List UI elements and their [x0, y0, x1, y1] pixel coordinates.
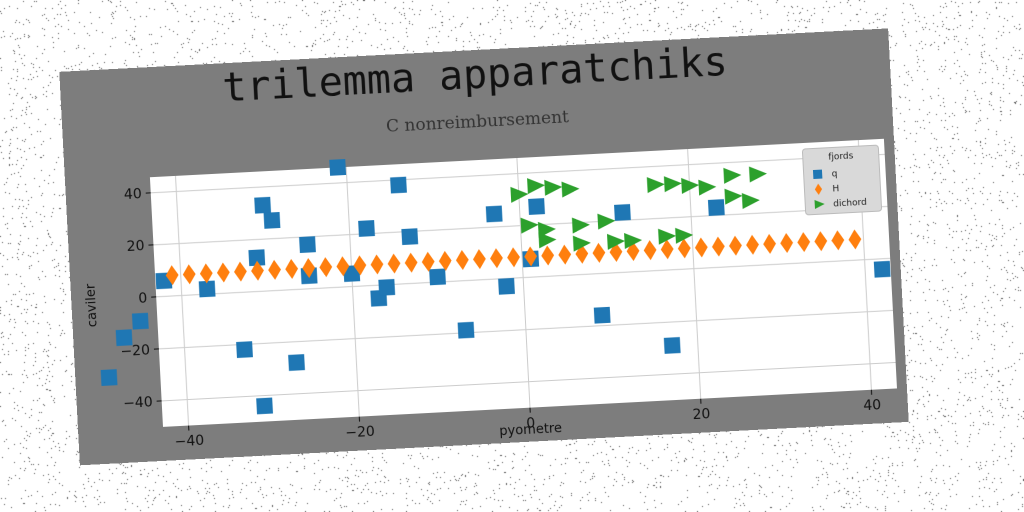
q-data-point [708, 199, 725, 216]
q-data-point [614, 204, 631, 221]
x-tick-label: −20 [345, 424, 375, 442]
q-data-point [116, 329, 133, 346]
q-data-point [329, 159, 346, 176]
legend-label-dichord: dichord [833, 198, 867, 210]
x-axis-label: pyometre [499, 421, 562, 439]
q-data-point [288, 354, 305, 371]
q-data-point [132, 313, 149, 330]
q-data-point [101, 369, 118, 386]
y-tick-label: 20 [126, 238, 145, 255]
q-data-point [358, 220, 375, 237]
x-tick-label: 40 [863, 397, 882, 414]
q-data-point [390, 177, 407, 194]
q-data-point [528, 198, 545, 215]
y-tick-label: −40 [123, 394, 153, 412]
y-tick-label: 40 [124, 186, 143, 203]
chart-figure: trilemma apparatchiks C nonreimbursement… [59, 28, 908, 465]
x-tick-label: −40 [174, 433, 204, 451]
legend-marker-q [813, 170, 822, 179]
q-data-point [264, 212, 281, 229]
q-data-point [498, 278, 515, 295]
q-data-point [256, 398, 273, 415]
legend-label-H: H [832, 184, 839, 194]
q-data-point [401, 228, 418, 245]
q-data-point [199, 281, 216, 298]
legend-label-q: q [831, 169, 837, 179]
q-data-point [458, 322, 475, 339]
y-tick-label: 0 [138, 290, 148, 306]
q-data-point [236, 341, 253, 358]
q-data-point [874, 261, 891, 278]
x-tick-label: 20 [692, 406, 711, 423]
q-data-point [664, 337, 681, 354]
q-data-point [594, 307, 611, 324]
q-data-point [254, 197, 271, 214]
q-data-point [299, 236, 316, 253]
q-data-point [378, 279, 395, 296]
q-data-point [429, 268, 446, 285]
legend-title: fjords [828, 151, 854, 162]
q-data-point [486, 206, 503, 223]
y-axis-label: caviler [83, 283, 100, 328]
